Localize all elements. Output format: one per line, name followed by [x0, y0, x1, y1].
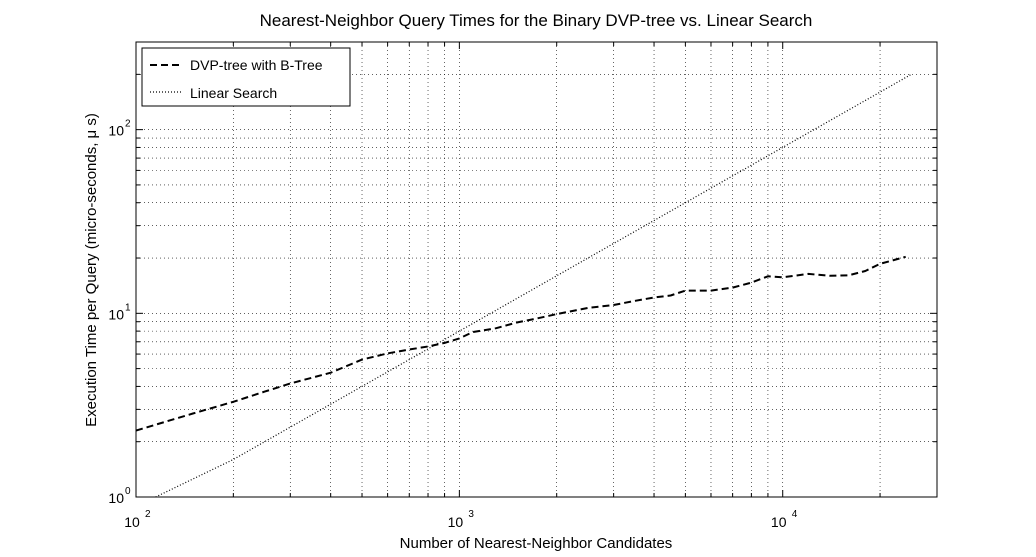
- x-axis-label: Number of Nearest-Neighbor Candidates: [400, 535, 673, 552]
- x-tick-label-exponent: 3: [468, 509, 474, 520]
- x-tick-label: 10: [448, 514, 464, 530]
- y-axis-label: Execution Time per Query (micro-seconds,…: [83, 113, 100, 427]
- legend-box: [141, 47, 351, 107]
- chart-title: Nearest-Neighbor Query Times for the Bin…: [260, 11, 813, 30]
- x-tick-label-exponent: 4: [792, 509, 798, 520]
- series-line-linear-search: [155, 73, 912, 498]
- plot-area: [136, 42, 937, 497]
- y-tick-label: 10: [108, 490, 124, 506]
- tick-labels: 10 2 10 3 10 410 010 110 2: [108, 119, 797, 530]
- legend-label-dvp-tree: DVP-tree with B-Tree: [190, 57, 323, 73]
- x-tick-label: 10: [771, 514, 787, 530]
- legend-label-linear-search: Linear Search: [190, 85, 277, 101]
- ticks: [135, 41, 938, 498]
- y-tick-label-exponent: 1: [125, 302, 131, 313]
- y-tick-label-exponent: 0: [125, 486, 131, 497]
- x-tick-label-exponent: 2: [145, 509, 151, 520]
- y-tick-label: 10: [108, 306, 124, 322]
- series-layer: [135, 73, 912, 498]
- y-tick-label: 10: [108, 123, 124, 139]
- legend: DVP-tree with B-Tree Linear Search: [141, 47, 351, 107]
- plot-frame: [135, 41, 938, 498]
- x-tick-label: 10: [124, 514, 140, 530]
- series-line-dvp-tree: [135, 255, 906, 432]
- y-tick-label-exponent: 2: [125, 119, 131, 130]
- grid: [136, 41, 938, 497]
